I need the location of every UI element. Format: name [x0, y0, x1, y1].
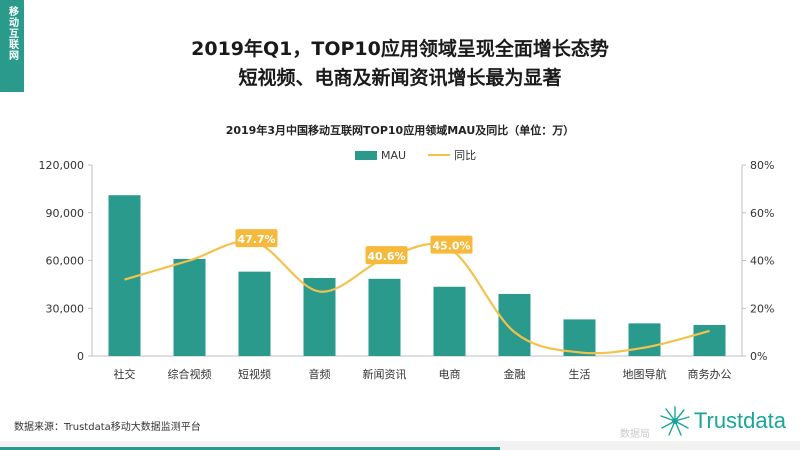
x-tick-label: 金融 [504, 367, 526, 381]
y-right-tick-label: 0% [750, 350, 767, 363]
footer-band [0, 441, 800, 450]
data-source-note: 数据来源：Trustdata移动大数据监测平台 [14, 422, 201, 433]
x-tick-label: 地图导航 [623, 367, 667, 381]
bar-mau [173, 258, 206, 356]
bar-mau [433, 286, 466, 356]
data-label: 45.0% [432, 240, 470, 253]
bar-mau [563, 319, 596, 356]
y-right-tick-label: 20% [750, 302, 774, 315]
y-left-tick-label: 60,000 [46, 255, 85, 268]
y-left-tick-label: 30,000 [46, 302, 85, 315]
bar-mau [628, 323, 661, 356]
legend-swatch-line [428, 154, 451, 156]
line-yoy [124, 240, 710, 355]
trustdata-logo-icon [660, 406, 690, 436]
watermark-text: 数据局 [620, 429, 650, 440]
data-label: 47.7% [237, 233, 275, 246]
bar-mau [693, 324, 726, 356]
chart-legend: MAU 同比 [355, 147, 498, 163]
legend-label-mau: MAU [381, 148, 407, 162]
bar-mau [238, 271, 271, 356]
x-tick-label: 音频 [309, 367, 331, 381]
x-tick-label: 短视频 [238, 367, 271, 381]
chart-title: 2019年3月中国移动互联网TOP10应用领域MAU及同比（单位：万） [225, 124, 575, 137]
y-left-tick-label: 120,000 [39, 159, 85, 172]
x-tick-label: 社交 [114, 367, 136, 381]
y-left-tick-label: 0 [77, 350, 84, 363]
y-right-tick-label: 40% [750, 255, 774, 268]
legend-swatch-bar [355, 150, 377, 160]
data-label-box [430, 235, 473, 254]
headline-line-2: 短视频、电商及新闻资讯增长最为显著 [238, 67, 562, 89]
y-right-tick-label: 60% [750, 207, 774, 220]
x-tick-label: 电商 [439, 367, 461, 381]
legend-item-mau: MAU [355, 149, 406, 162]
data-label: 40.6% [367, 250, 405, 263]
brand-logo: Trustdata [658, 404, 786, 438]
section-tab-label: 移动互联网 [6, 6, 18, 61]
data-label-box [365, 246, 408, 265]
data-label-box [235, 229, 278, 248]
x-tick-label: 新闻资讯 [363, 367, 407, 381]
y-right-tick-label: 80% [750, 159, 774, 172]
section-tab: 移动互联网 [0, 0, 24, 92]
x-tick-label: 生活 [569, 367, 591, 381]
brand-name: Trustdata [693, 408, 786, 433]
x-tick-label: 综合视频 [168, 367, 212, 381]
headline-line-1: 2019年Q1，TOP10应用领域呈现全面增长态势 [191, 38, 609, 60]
legend-label-yoy: 同比 [454, 149, 477, 162]
y-left-tick-label: 90,000 [46, 207, 85, 220]
x-tick-label: 商务办公 [688, 367, 732, 381]
legend-item-yoy: 同比 [428, 147, 476, 163]
bar-mau [498, 293, 531, 356]
footer-accent [0, 447, 500, 450]
bar-mau [368, 278, 401, 356]
